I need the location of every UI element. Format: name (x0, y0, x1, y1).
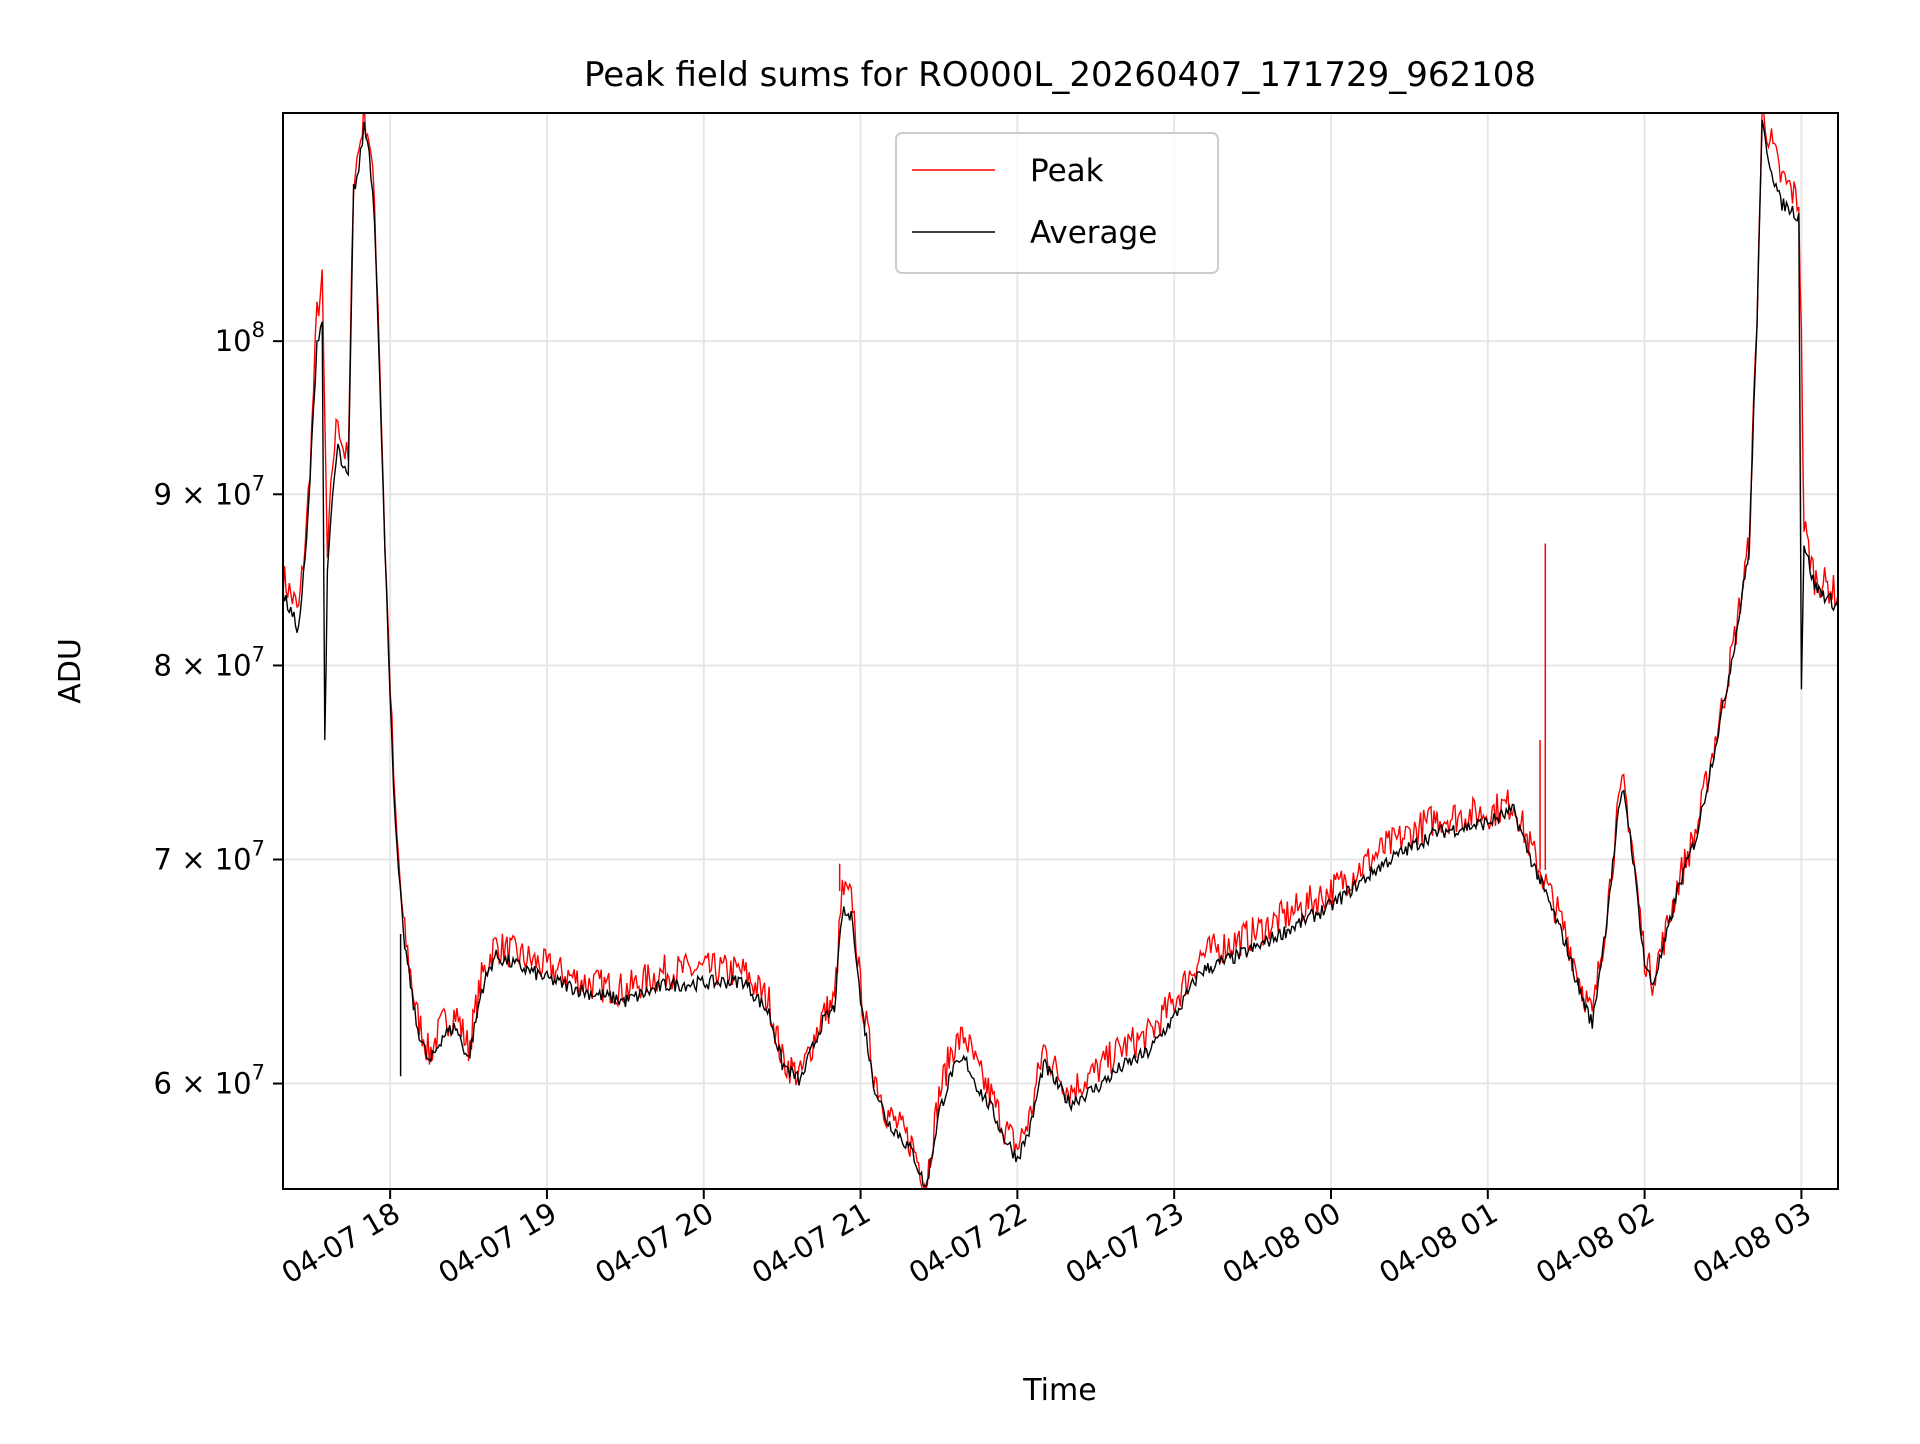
axes-frame (282, 112, 1839, 1190)
series-line-average (283, 119, 1838, 1188)
y-tick-label: 108 (215, 318, 265, 358)
y-axis: 6 × 107 7 × 107 8 × 107 9 × 107 108 (154, 318, 283, 1101)
x-axis-label: Time (1022, 1373, 1096, 1408)
y-tick-label: 8 × 107 (154, 642, 265, 682)
series-layer (283, 113, 1838, 1189)
legend-box (895, 132, 1219, 274)
legend: Peak Average (895, 132, 1219, 274)
y-axis-label: ADU (53, 638, 88, 704)
y-tick-label: 9 × 107 (154, 471, 265, 511)
y-tick-label: 7 × 107 (154, 837, 265, 877)
grid (283, 113, 1838, 1189)
plot-area (283, 113, 1838, 1189)
y-tick-label: 6 × 107 (154, 1061, 265, 1101)
chart-title: Peak field sums for RO000L_20260407_1717… (584, 55, 1536, 95)
axes-border (282, 112, 1839, 1190)
legend-label-peak: Peak (1030, 153, 1104, 189)
legend-label-average: Average (1030, 215, 1157, 251)
